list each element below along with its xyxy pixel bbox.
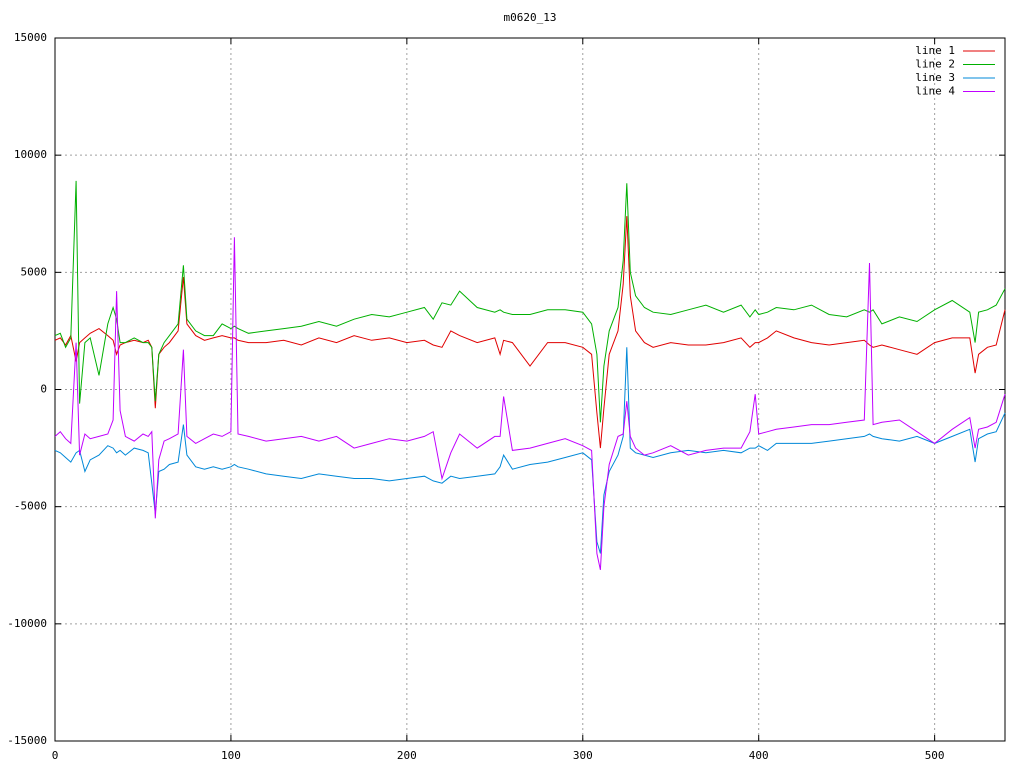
x-tick-label: 300 <box>573 749 593 762</box>
legend-label: line 1 <box>915 44 955 57</box>
x-tick-label: 100 <box>221 749 241 762</box>
series-line <box>54 216 1006 449</box>
y-tick-label: 5000 <box>21 265 48 278</box>
y-tick-label: -10000 <box>7 617 47 630</box>
x-tick-label: 200 <box>397 749 417 762</box>
x-tick-label: 0 <box>52 749 59 762</box>
y-tick-label: -15000 <box>7 734 47 747</box>
y-tick-label: -5000 <box>14 500 47 513</box>
y-tick-label: 15000 <box>14 31 47 44</box>
y-tick-label: 10000 <box>14 148 47 161</box>
series-line <box>54 237 1006 571</box>
series-line <box>54 347 1006 554</box>
plot-border <box>54 37 1006 742</box>
chart-title: m0620_13 <box>504 11 557 24</box>
legend-label: line 2 <box>915 58 955 71</box>
x-tick-label: 500 <box>925 749 945 762</box>
legend-label: line 3 <box>915 71 955 84</box>
series-line <box>54 180 1006 423</box>
legend-label: line 4 <box>915 85 955 98</box>
x-tick-label: 400 <box>749 749 769 762</box>
y-tick-label: 0 <box>40 383 47 396</box>
